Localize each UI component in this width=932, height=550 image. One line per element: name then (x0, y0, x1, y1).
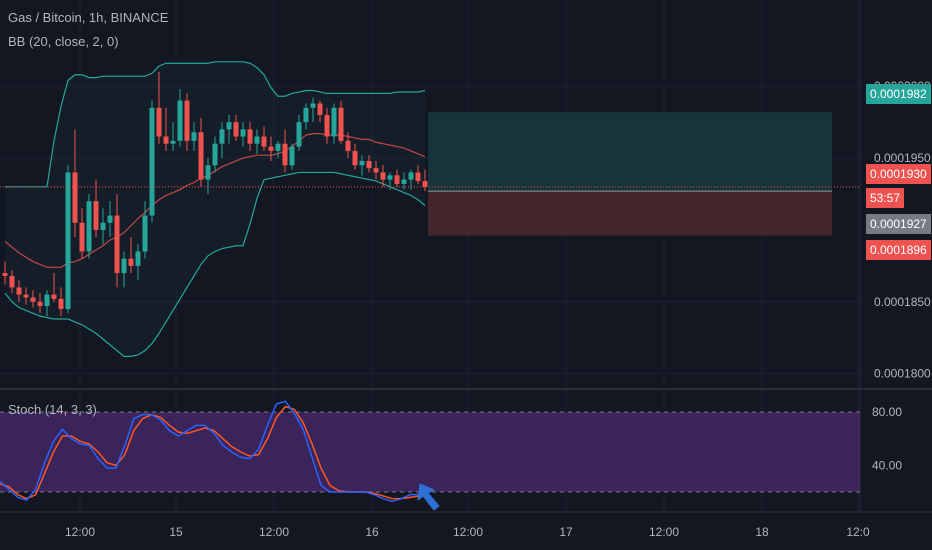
candle-body (72, 172, 78, 223)
candle-body (100, 222, 106, 230)
price-tick-label: 0.0001800 (874, 367, 931, 381)
candle-body (86, 201, 92, 252)
candle-body (170, 140, 176, 144)
time-tick-label: 12:00 (453, 525, 483, 539)
stop-loss-zone (428, 191, 832, 236)
candle-body (240, 129, 246, 137)
candle-body (30, 297, 36, 302)
target-price-badge: 0.0001982 (866, 84, 931, 104)
stoch-band-fill (0, 412, 860, 492)
candle-body (219, 129, 225, 144)
current-price-badge: 0.0001930 (866, 164, 931, 184)
candle-body (338, 107, 344, 141)
candle-body (198, 132, 204, 180)
candle-body (366, 160, 372, 169)
price-tick-label: 0.0001850 (874, 295, 931, 309)
profit-target-zone (428, 112, 832, 192)
candle-body (149, 107, 155, 216)
candle-body (317, 103, 323, 115)
candle-body (310, 103, 316, 108)
candle-body (93, 201, 99, 230)
time-tick-label: 18 (755, 525, 769, 539)
arrow-cursor-icon (417, 483, 440, 511)
candle-body (331, 107, 337, 137)
stoch-tick-label: 40.00 (872, 458, 902, 472)
candle-body (177, 100, 183, 141)
entry-price-badge: 0.0001927 (866, 214, 931, 234)
candle-body (247, 129, 253, 144)
candle-body (191, 132, 197, 141)
candle-body (107, 215, 113, 223)
time-tick-label: 15 (169, 525, 183, 539)
candle-body (37, 301, 43, 307)
candle-body (114, 215, 120, 274)
candle-body (289, 146, 295, 166)
candle-body (23, 294, 29, 298)
candle-body (254, 136, 260, 144)
candle-body (408, 172, 414, 180)
candle-body (275, 143, 281, 151)
stoch-label: Stoch (14, 3, 3) (8, 402, 97, 417)
bollinger-lower-line (4, 171, 426, 357)
candle-body (352, 150, 358, 166)
candle-body (415, 172, 421, 182)
candle-body (205, 165, 211, 180)
candle-body (163, 136, 169, 144)
candle-body (51, 294, 57, 299)
stoch-k-line (0, 400, 429, 503)
candle-body (65, 172, 71, 309)
candle-body (121, 258, 127, 274)
candle-body (184, 100, 190, 141)
stoch-tick-label: 80.00 (872, 405, 902, 419)
time-tick-label: 12:00 (649, 525, 679, 539)
time-tick-label: 17 (559, 525, 573, 539)
bollinger-fill (5, 61, 425, 357)
candle-body (135, 251, 141, 266)
candle-body (422, 181, 428, 187)
candle-body (142, 215, 148, 252)
candle-body (79, 222, 85, 252)
candle-body (359, 160, 365, 166)
bollinger-label: BB (20, close, 2, 0) (8, 34, 119, 49)
candle-countdown-badge: 53:57 (866, 188, 905, 208)
candle-body (16, 287, 22, 295)
stop-price-badge: 0.0001896 (866, 240, 931, 260)
candle-body (226, 122, 232, 130)
candle-body (261, 136, 267, 147)
candle-body (345, 140, 351, 151)
candle-body (324, 114, 330, 137)
time-tick-label: 12:00 (65, 525, 95, 539)
bollinger-upper-line (5, 61, 426, 188)
candle-body (156, 107, 162, 137)
candle-body (58, 298, 64, 309)
time-tick-label: 12:0 (846, 525, 870, 539)
candle-body (373, 168, 379, 173)
candle-body (128, 258, 134, 266)
time-tick-label: 16 (365, 525, 379, 539)
candle-body (2, 273, 8, 276)
candle-body (296, 122, 302, 147)
candle-body (44, 294, 50, 307)
time-tick-label: 12:00 (259, 525, 289, 539)
candle-body (303, 107, 309, 123)
candle-body (233, 122, 239, 137)
candle-body (268, 146, 274, 151)
candle-body (9, 275, 15, 288)
price-tick-label: 0.0001950 (874, 151, 931, 165)
candle-body (282, 143, 288, 166)
symbol-title: Gas / Bitcoin, 1h, BINANCE (8, 10, 169, 25)
candle-body (212, 143, 218, 166)
candle-body (401, 179, 407, 184)
candle-body (394, 175, 400, 184)
candle-body (380, 172, 386, 180)
candle-body (387, 175, 393, 180)
